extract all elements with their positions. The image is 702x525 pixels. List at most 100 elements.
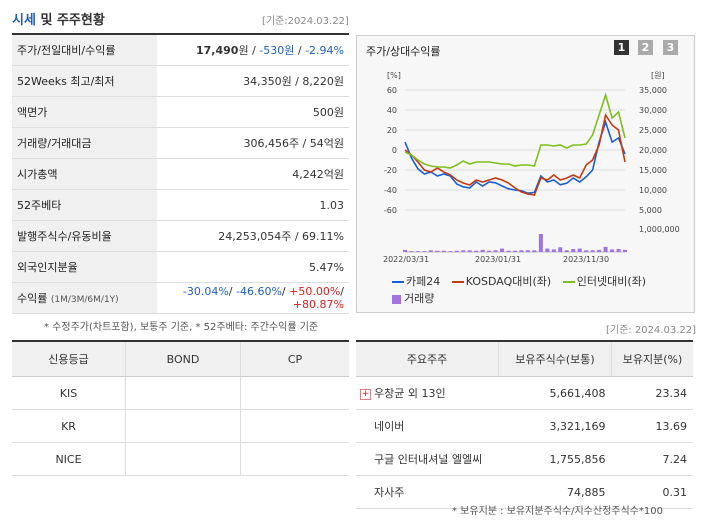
- right-tick-label: 30,000: [639, 106, 667, 115]
- volume-bar: [551, 249, 556, 252]
- info-label: 52주베타: [12, 189, 157, 221]
- legend-item: 거래량: [392, 290, 646, 306]
- holder-ratio: 7.24: [611, 442, 693, 476]
- info-label: 외국인지분율: [12, 251, 157, 283]
- legend-label: KOSDAQ대비(좌): [465, 275, 552, 288]
- volume-bar: [564, 250, 569, 252]
- holder-shares: 74,885: [498, 475, 612, 509]
- cp-cell: [240, 376, 349, 410]
- volume-bar: [487, 250, 492, 252]
- info-value: -30.04%/ -46.60%/ +50.00%/ +80.87%: [157, 282, 349, 314]
- col-header: 신용등급: [12, 342, 126, 377]
- info-row: 52주베타 1.03: [12, 189, 349, 221]
- title-highlight: 시세: [12, 13, 36, 28]
- volume-bar: [532, 250, 537, 252]
- volume-bar: [467, 250, 472, 252]
- chart-page-1-button[interactable]: 1: [614, 40, 629, 55]
- info-label: 액면가: [12, 96, 157, 128]
- table-header-row: 신용등급 BOND CP: [12, 342, 349, 377]
- holders-divider: [356, 340, 693, 342]
- volume-bar: [474, 250, 479, 252]
- left-tick-label: 60: [387, 86, 397, 95]
- volume-bar: [603, 246, 608, 252]
- volume-bar: [454, 250, 459, 252]
- base-date-2: [기준: 2024.03.22]: [606, 325, 697, 336]
- info-value: 306,456주 / 54억원: [157, 127, 349, 159]
- volume-bar: [597, 249, 602, 252]
- x-tick-label: 2023/11/30: [563, 255, 609, 264]
- info-value: 24,253,054주 / 69.11%: [157, 220, 349, 252]
- return-1m: -30.04%: [182, 285, 229, 298]
- return-period: (1M/3M/6M/1Y): [50, 295, 119, 305]
- volume-bar: [448, 251, 453, 252]
- base-date: [기준:2024.03.22]: [262, 16, 349, 27]
- volume-bar: [415, 251, 420, 252]
- left-tick-label: -40: [384, 186, 397, 195]
- x-tick-label: 2023/01/31: [475, 255, 521, 264]
- volume-bar: [461, 250, 466, 252]
- left-tick-label: 20: [387, 126, 397, 135]
- title-rest: 및 주주현황: [40, 13, 105, 28]
- holder-ratio: 0.31: [611, 475, 693, 509]
- chart-page-3-button[interactable]: 3: [663, 40, 678, 55]
- info-row: 외국인지분율 5.47%: [12, 251, 349, 283]
- holder-shares: 1,755,856: [498, 442, 612, 476]
- table-row: 구글 인터내셔널 엘엘씨 1,755,856 7.24: [356, 442, 693, 476]
- col-header: 주요주주: [356, 342, 499, 377]
- volume-bar: [441, 250, 446, 252]
- volume-bar: [590, 250, 595, 252]
- right-axis-unit: [원]: [651, 71, 665, 80]
- table-row: 네이버 3,321,169 13.69: [356, 409, 693, 443]
- table-row: KIS: [12, 376, 349, 410]
- volume-bar: [403, 249, 407, 252]
- info-row: 거래량/거래대금 306,456주 / 54억원: [12, 127, 349, 159]
- footnote-price: * 수정주가(차트포함), 보통주 기준, * 52주베타: 주간수익률 기준: [44, 322, 319, 333]
- rating-divider: [12, 340, 349, 342]
- info-value: 5.47%: [157, 251, 349, 283]
- chart-legend: 카페24 KOSDAQ대비(좌) 인터넷대비(좌) 거래량: [392, 273, 646, 306]
- bond-cell: [125, 409, 241, 443]
- info-value: 500원: [157, 96, 349, 128]
- chart-panel: [356, 35, 695, 313]
- volume-bar: [519, 250, 524, 252]
- cp-cell: [240, 442, 349, 476]
- holder-name: + 우창균 외 13인: [356, 376, 499, 410]
- volume-bar: [525, 250, 530, 252]
- table-row: KR: [12, 409, 349, 443]
- volume-bar: [435, 250, 440, 252]
- series-line: [404, 92, 626, 169]
- price-chart: 60 40 20 0 -20 -40 -60 35,000 30,000 25,000 20,000…: [383, 71, 680, 264]
- volume-bar: [506, 250, 511, 252]
- holder-name-text: 우창균 외 13인: [374, 387, 446, 400]
- right-tick-label: 10,000: [639, 186, 667, 195]
- volume-tick-label: 1,000,000: [639, 225, 680, 234]
- volume-bar: [480, 249, 485, 252]
- info-row: 52Weeks 최고/최저 34,350원 / 8,220원: [12, 65, 349, 97]
- chart-page-2-button[interactable]: 2: [638, 40, 653, 55]
- info-label: 주가/전일대비/수익률: [12, 35, 157, 66]
- volume-bar: [428, 250, 433, 252]
- col-header: BOND: [125, 342, 241, 377]
- legend-swatch: [392, 281, 404, 283]
- chart-title: 주가/상대수익률: [366, 45, 441, 58]
- legend-swatch: [562, 281, 575, 283]
- info-row: 액면가 500원: [12, 96, 349, 128]
- current-price: 17,490: [196, 44, 239, 57]
- volume-bar: [513, 250, 517, 252]
- info-label: 수익률 (1M/3M/6M/1Y): [12, 282, 157, 314]
- agency-cell: KIS: [12, 376, 126, 410]
- expand-plus-icon[interactable]: +: [360, 388, 371, 400]
- table-row: NICE: [12, 442, 349, 476]
- top-divider: [12, 33, 349, 35]
- price-change-rate: -2.94%: [305, 44, 344, 57]
- left-tick-label: -20: [384, 166, 397, 175]
- table-row: + 우창균 외 13인 5,661,408 23.34: [356, 376, 693, 410]
- x-tick-label: 2022/03/31: [383, 255, 429, 264]
- volume-bar: [584, 250, 589, 252]
- volume-bar: [493, 250, 498, 252]
- legend-item: KOSDAQ대비(좌): [451, 275, 552, 288]
- left-tick-label: 0: [392, 146, 397, 155]
- info-row: 발행주식수/유동비율 24,253,054주 / 69.11%: [12, 220, 349, 252]
- info-value: 4,242억원: [157, 158, 349, 190]
- return-6m: +50.00%: [289, 285, 341, 298]
